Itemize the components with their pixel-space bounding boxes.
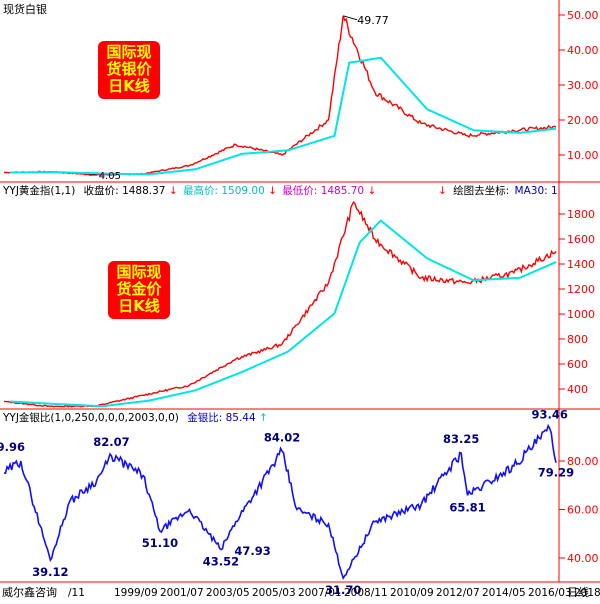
x-axis-label: 2014/05: [482, 587, 526, 599]
silver-y-tick-label: 40.00: [567, 44, 599, 57]
silver-legend-line-3: 日K线: [108, 77, 150, 95]
panel2-ma-value: 1: [551, 185, 558, 197]
panel2-arrow-1: ↓: [169, 185, 178, 197]
silver-legend-line-2: 货银价: [106, 60, 152, 78]
x-axis-label: /11: [68, 587, 85, 599]
panel3-ratio-label: 金银比:: [187, 411, 222, 424]
silver-legend-box: 国际现 货银价 日K线: [98, 41, 160, 99]
gold-ma-line: [9, 219, 557, 408]
ratio-annotation: 79.29: [538, 466, 574, 480]
ratio-annotation: 82.07: [93, 435, 129, 449]
gold-legend-box: 国际现 货金价 日K线: [108, 261, 170, 319]
x-axis-label: 2008/11: [344, 587, 388, 599]
gold-y-tick-label: 800: [567, 333, 588, 346]
panel2-arrow-2: ↓: [268, 185, 277, 197]
panel3-title: YYJ金银比(1,0,250,0,0,0,2003,0,0): [2, 411, 179, 424]
panel2-close-label: 收盘价:: [84, 184, 119, 197]
ratio-annotation: 65.81: [449, 500, 485, 514]
gold-y-tick-label: 1600: [567, 233, 595, 246]
silver-y-tick-label: 10.00: [567, 149, 599, 162]
gold-legend-line-3: 日K线: [118, 297, 160, 315]
ratio-annotation: 51.10: [142, 536, 178, 550]
silver-y-tick-label: 20.00: [567, 114, 599, 127]
panel3-ratio-arrow: ↑: [259, 412, 268, 424]
gold-y-tick-label: 1400: [567, 258, 595, 271]
panel3-header: YYJ金银比(1,0,250,0,0,0,2003,0,0) 金银比: 85.4…: [2, 411, 268, 424]
gold-legend-line-1: 国际现: [116, 263, 162, 281]
ratio-annotation: 84.02: [264, 430, 300, 444]
x-axis-label: 2018/01: [574, 587, 600, 599]
panel2-arrow-3: ↓: [367, 185, 376, 197]
ratio-y-tick-label: 80.00: [567, 455, 599, 468]
ratio-annotation: 79.96: [0, 440, 25, 454]
panel2-ma-label: MA30:: [515, 185, 548, 197]
panel3-ratio-value: 85.44: [226, 412, 256, 424]
x-axis-label: 2005/03: [252, 587, 296, 599]
gold-y-tick-label: 600: [567, 358, 588, 371]
x-axis-label: 1999/09: [114, 587, 158, 599]
ratio-annotation: 47.93: [234, 544, 270, 558]
x-axis-label: 2010/09: [390, 587, 434, 599]
x-axis-label: 2007/01: [298, 587, 342, 599]
x-axis-label: 2003/05: [206, 587, 250, 599]
panel2-close-value: 1488.37: [122, 185, 165, 197]
x-axis-label: 2016/03: [528, 587, 572, 599]
gold-series-line: [3, 200, 557, 408]
silver-peak-leader: [343, 15, 358, 21]
silver-peak-label: 49.77: [357, 14, 389, 27]
gold-y-tick-label: 400: [567, 383, 588, 396]
panel2-low-label: 最低价:: [282, 184, 317, 197]
panel2-coord-group: ↓ 绘图去坐标: MA30: 1: [438, 184, 558, 197]
panel2-low-value: 1485.70: [321, 185, 364, 197]
panel2-high-label: 最高价:: [183, 184, 218, 197]
x-axis-label: 2001/07: [160, 587, 204, 599]
panel1-title: 现货白银: [3, 2, 47, 16]
silver-y-tick-label: 30.00: [567, 79, 599, 92]
footer-source: 威尔鑫咨询: [2, 585, 57, 599]
gold-y-tick-label: 1800: [567, 208, 595, 221]
ratio-annotation: 39.12: [32, 565, 68, 579]
ratio-annotation: 93.46: [531, 407, 567, 421]
gold-legend-line-2: 货金价: [116, 280, 162, 298]
ratio-y-tick-label: 40.00: [567, 552, 599, 565]
panel2-header: YYJ黄金指(1,1) 收盘价: 1488.37 ↓ 最高价: 1509.00 …: [2, 184, 376, 197]
panel2-high-value: 1509.00: [221, 185, 264, 197]
footer-period: 日线: [567, 585, 589, 599]
ratio-annotation: 83.25: [443, 432, 479, 446]
plot-layer: 50.0040.0030.0020.0010.0049.774.05180016…: [0, 9, 600, 599]
ratio-annotation: 43.52: [203, 554, 239, 568]
ratio-annotation: 31.70: [325, 583, 361, 597]
silver-legend-line-1: 国际现: [106, 43, 152, 61]
silver-ma-line: [9, 56, 557, 176]
panel2-coord-label: 绘图去坐标:: [453, 184, 509, 197]
ratio-series-line: [3, 423, 557, 580]
silver-y-tick-label: 50.00: [567, 9, 599, 22]
panel2-title: YYJ黄金指(1,1): [2, 184, 75, 197]
ratio-y-tick-label: 60.00: [567, 504, 599, 517]
gold-y-tick-label: 1000: [567, 308, 595, 321]
silver-low-label: 4.05: [99, 171, 121, 182]
panel2-arrow-4: ↓: [438, 185, 447, 197]
gold-y-tick-label: 1200: [567, 283, 595, 296]
x-axis-label: 2012/07: [436, 587, 480, 599]
